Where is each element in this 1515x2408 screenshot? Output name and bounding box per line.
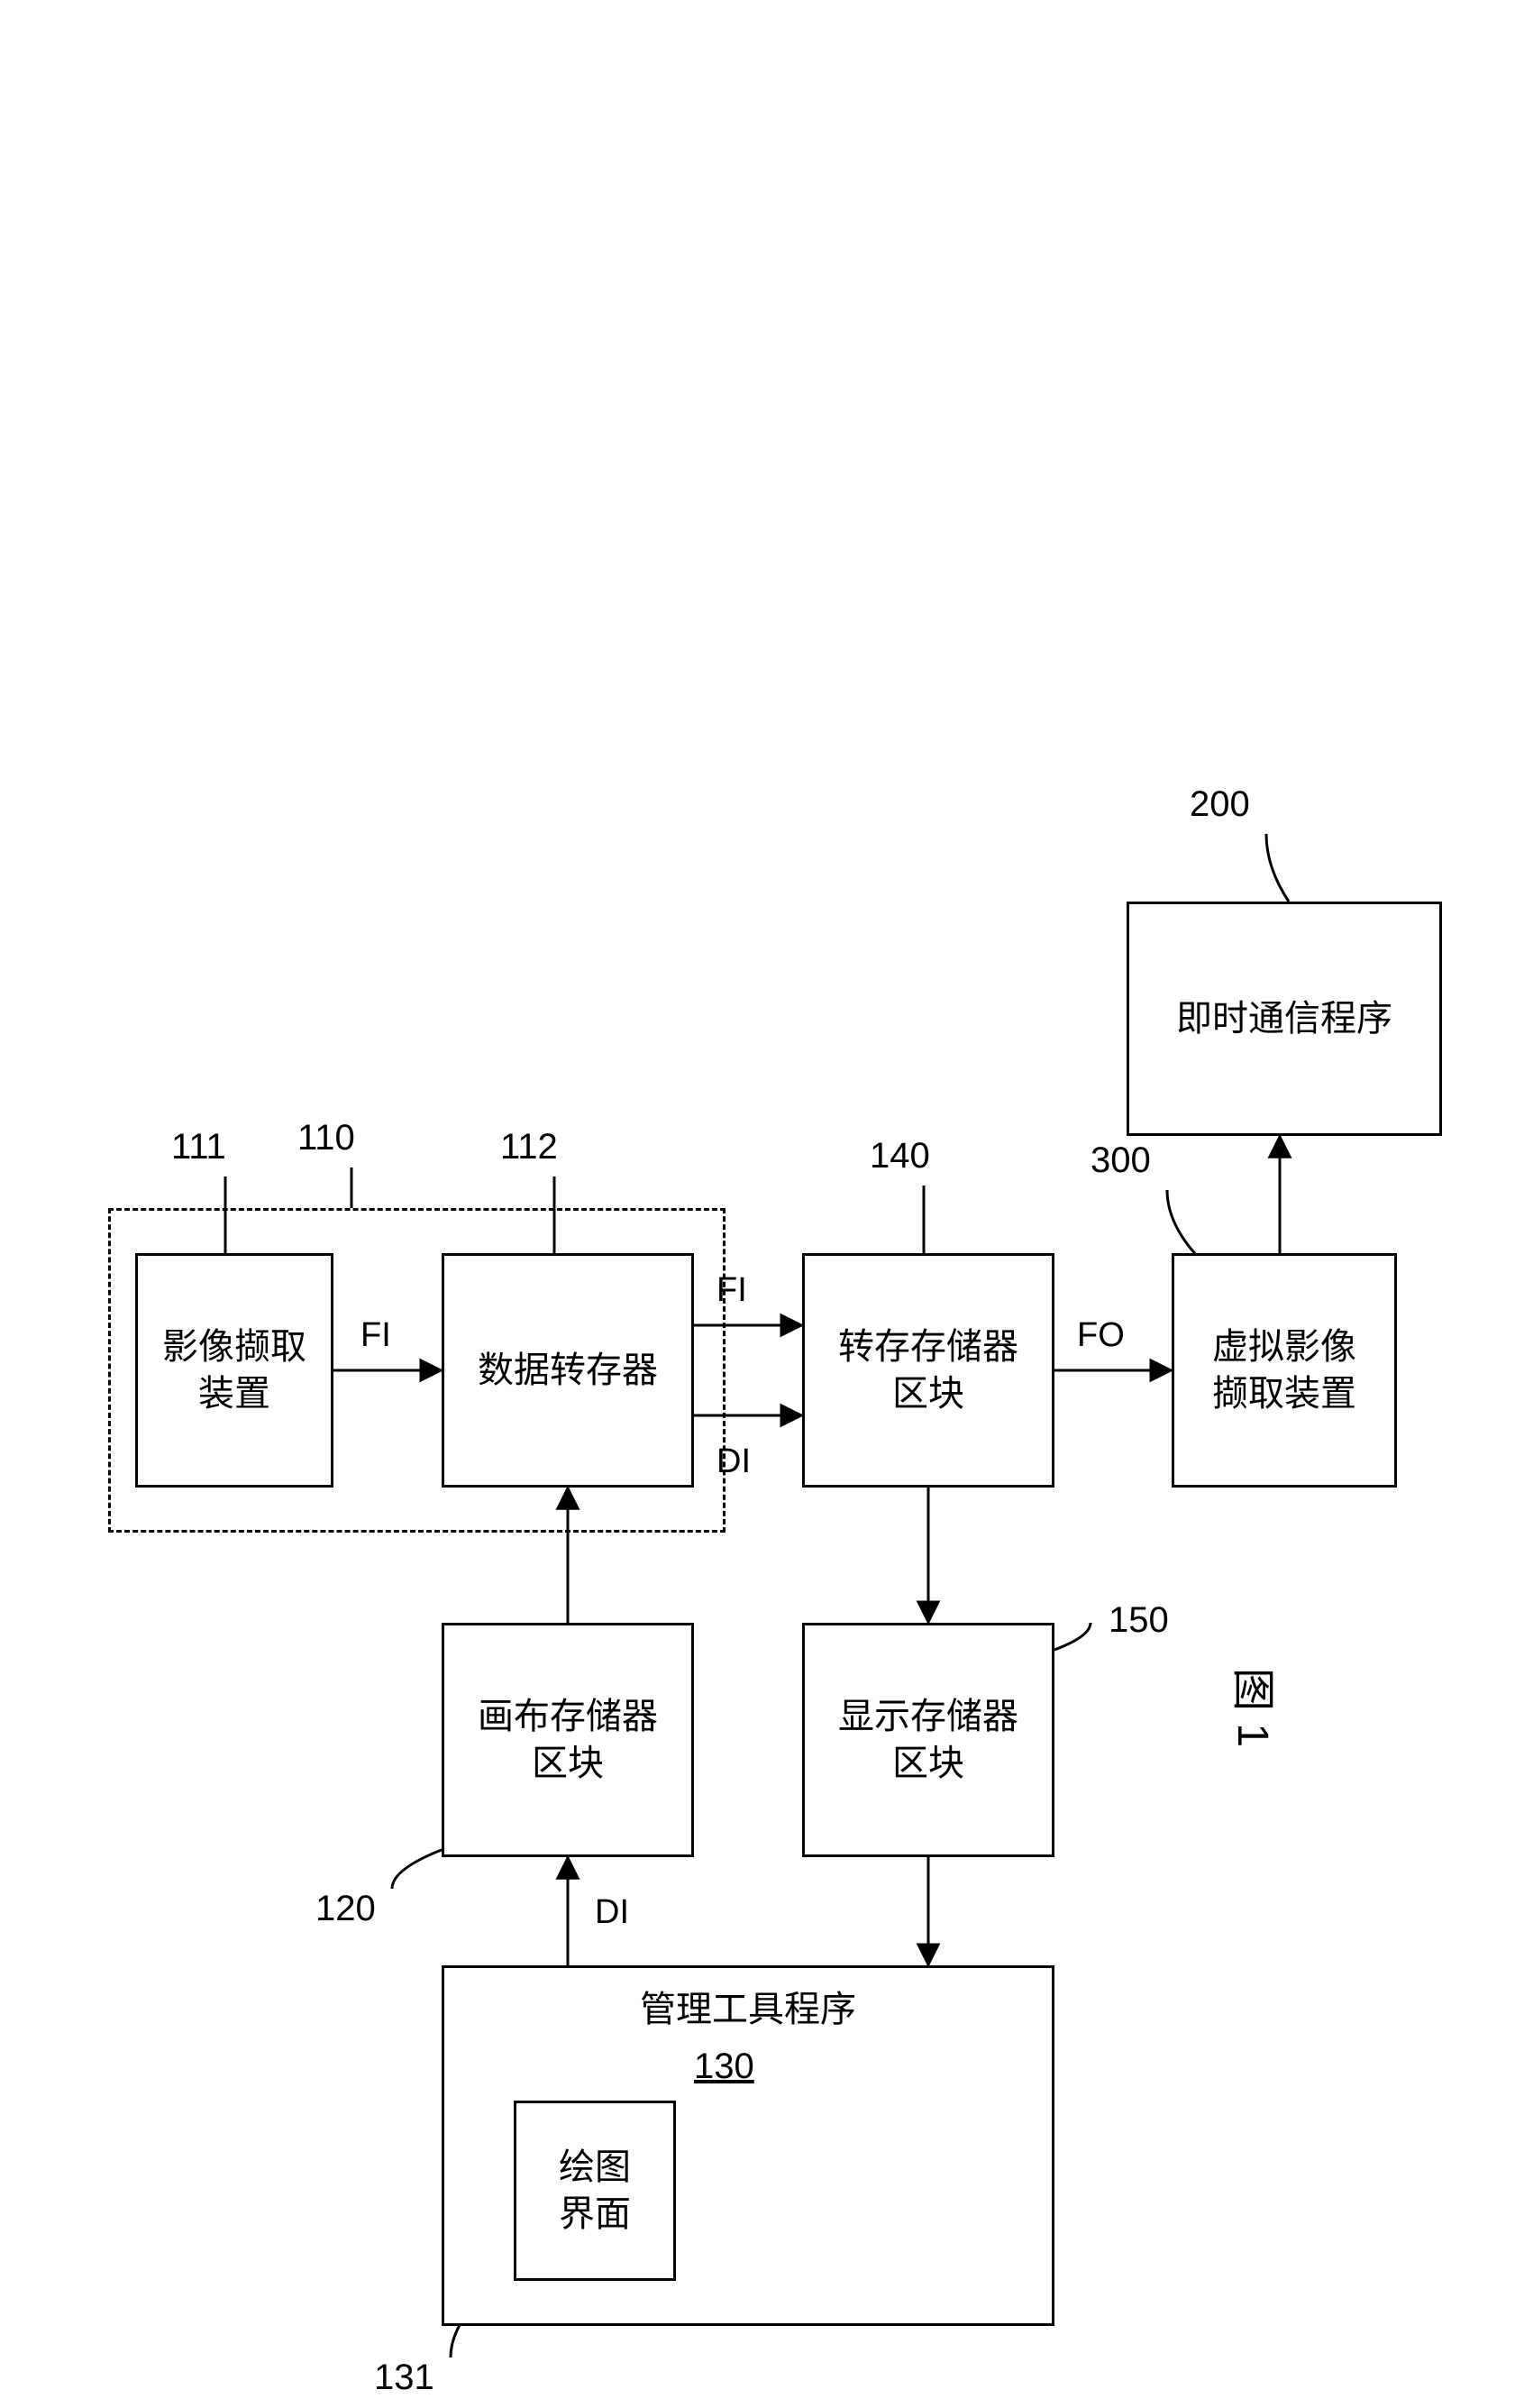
node-150-text: 区块 (892, 1740, 964, 1787)
node-120-text: 画布存储器 (478, 1693, 658, 1740)
ref-label-130: 130 (694, 2046, 754, 2087)
node-140: 转存存储器区块 (802, 1253, 1054, 1488)
node-300: 虚拟影像撷取装置 (1172, 1253, 1397, 1488)
node-150-text: 显示存储器 (838, 1693, 1018, 1740)
ref-label-110: 110 (297, 1118, 355, 1158)
edge-label: FI (716, 1271, 747, 1310)
node-140-text: 转存存储器 (838, 1323, 1018, 1370)
ref-label-131: 131 (374, 2358, 434, 2398)
node-120-text: 区块 (532, 1740, 604, 1787)
edge-label: FI (360, 1316, 391, 1355)
node-300-text: 虚拟影像 (1212, 1323, 1356, 1370)
ref-label-200: 200 (1190, 784, 1250, 825)
node-300-text: 撷取装置 (1212, 1370, 1356, 1417)
node-140-text: 区块 (892, 1370, 964, 1417)
node-110 (108, 1208, 726, 1533)
ref-label-120: 120 (315, 1889, 376, 1929)
leader-line (1167, 1190, 1199, 1258)
leader-line (392, 1848, 446, 1889)
figure-caption: 图 1 (1226, 1668, 1289, 1747)
node-131-text: 绘图 (559, 2144, 631, 2191)
node-150: 显示存储器区块 (802, 1623, 1054, 1857)
ref-label-150: 150 (1109, 1600, 1169, 1641)
ref-label-300: 300 (1091, 1140, 1151, 1181)
edge-label: FO (1077, 1316, 1125, 1355)
ref-label-111: 111 (171, 1127, 226, 1167)
leader-line (1054, 1623, 1091, 1650)
edge-label: DI (595, 1893, 629, 1932)
ref-label-112: 112 (500, 1127, 558, 1167)
node-120: 画布存储器区块 (442, 1623, 694, 1857)
node-200: 即时通信程序 (1127, 902, 1442, 1136)
leader-line (1266, 834, 1289, 902)
ref-label-140: 140 (870, 1136, 930, 1177)
node-131-text: 界面 (559, 2191, 631, 2238)
node-200-text: 即时通信程序 (1176, 995, 1392, 1042)
edge-label: DI (716, 1442, 751, 1481)
diagram-canvas: 影像撷取装置数据转存器画布存储器区块管理工具程序绘图界面转存存储器区块显示存储器… (0, 0, 1515, 2408)
node-130-text: 管理工具程序 (640, 1986, 856, 2033)
node-131: 绘图界面 (514, 2101, 676, 2281)
